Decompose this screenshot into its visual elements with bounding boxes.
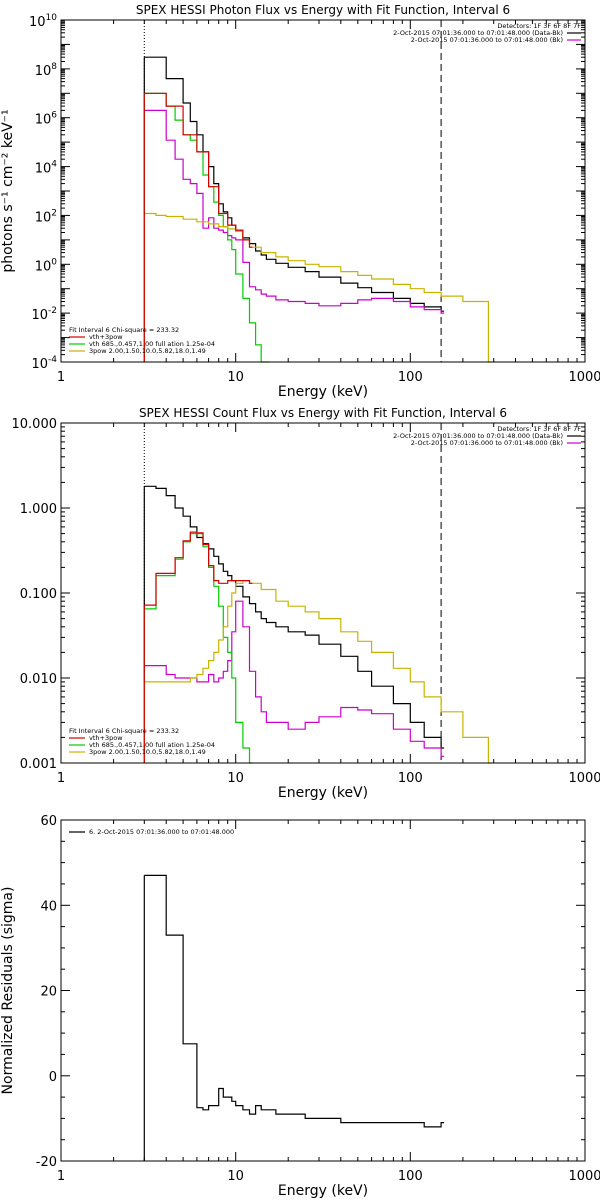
y-tick-exponent: -4 — [48, 355, 57, 365]
y-tick-base: 10 — [35, 64, 52, 79]
y-axis-label: Normalized Residuals (sigma) — [0, 887, 16, 1095]
y-tick-label: -20 — [36, 1155, 57, 1170]
x-tick-label: 1000 — [568, 1169, 600, 1184]
x-tick-label: 100 — [398, 370, 423, 385]
x-tick-label: 100 — [398, 1169, 423, 1184]
series-spectrum-2 — [144, 601, 444, 756]
series-group — [144, 57, 491, 362]
y-tick-label: 60 — [40, 814, 57, 829]
y-axis-ticks: -20 0 20 40 60 — [36, 814, 585, 1170]
y-tick-base: 10 — [35, 210, 52, 225]
y-tick-exponent: 4 — [51, 160, 57, 170]
series-3pow — [144, 581, 491, 763]
x-tick-label: 1 — [57, 370, 65, 385]
x-axis-label: Energy (keV) — [278, 384, 368, 400]
y-tick-label: 104 — [35, 160, 58, 177]
plot-frame — [61, 820, 585, 1161]
y-tick-label: 10-4 — [31, 355, 57, 372]
x-tick-label: 10 — [227, 771, 244, 786]
y-tick-label: 1.000 — [20, 502, 57, 517]
x-axis-label: Energy (keV) — [278, 1183, 368, 1199]
y-tick-label: 20 — [40, 985, 57, 1000]
y-tick-label: 10.000 — [12, 417, 58, 432]
x-axis-label: Energy (keV) — [278, 785, 368, 801]
series-vth-3pow — [144, 93, 252, 247]
y-tick-exponent: 10 — [46, 13, 58, 23]
chart-title: SPEX HESSI Photon Flux vs Energy with Fi… — [136, 3, 510, 17]
series-spectrum-1 — [144, 486, 444, 748]
x-tick-label: 1 — [57, 771, 65, 786]
x-tick-label: 10 — [227, 370, 244, 385]
chart-panel-2: SPEX HESSI Count Flux vs Energy with Fit… — [12, 406, 600, 801]
x-tick-label: 10 — [227, 1169, 244, 1184]
chart-title: SPEX HESSI Count Flux vs Energy with Fit… — [139, 406, 507, 420]
legend-entry-label: 3pow 2.00,1.50,10.0,5.82,18.0,1.49 — [89, 748, 206, 756]
x-tick-label: 100 — [398, 771, 423, 786]
y-tick-label: 10-2 — [31, 306, 57, 323]
plot-frame — [61, 423, 585, 763]
y-tick-label: 0 — [49, 1070, 57, 1085]
y-tick-label: 0.001 — [20, 757, 57, 772]
y-tick-base: 10 — [31, 357, 48, 372]
y-tick-label: 0.010 — [20, 672, 57, 687]
x-tick-label: 1 — [57, 1169, 65, 1184]
y-tick-label: 108 — [35, 62, 58, 79]
y-tick-label: 102 — [35, 208, 57, 225]
legend: Fit Interval 6 Chi-square = 233.32vth+3p… — [69, 727, 215, 756]
x-tick-label: 1000 — [568, 771, 600, 786]
series-group — [144, 875, 444, 1161]
header-line-2: 2-Oct-2015 07:01:36.000 to 07:01:48.000 … — [411, 439, 563, 447]
y-tick-label: 100 — [35, 257, 58, 274]
y-tick-base: 10 — [35, 162, 52, 177]
plot-frame — [61, 20, 585, 362]
legend: Fit Interval 6 Chi-square = 233.32vth+3p… — [69, 326, 215, 355]
legend-entry-label: 6. 2-Oct-2015 07:01:36.000 to 07:01:48.0… — [89, 828, 234, 836]
y-tick-exponent: 6 — [51, 111, 57, 121]
legend-entry-label: 3pow 2.00,1.50,10.0,5.82,18.0,1.49 — [89, 347, 206, 355]
y-tick-base: 10 — [29, 15, 46, 30]
y-tick-base: 10 — [35, 113, 52, 128]
chart-panel-1: SPEX HESSI Photon Flux vs Energy with Fi… — [0, 3, 600, 400]
series-spectrum-2 — [144, 110, 444, 313]
x-axis-ticks: 1 10 100 1000 — [57, 820, 600, 1184]
y-axis-label: photons s⁻¹ cm⁻² keV⁻¹ — [0, 109, 16, 272]
series-spectrum-1 — [144, 875, 444, 1127]
series-group — [144, 486, 491, 763]
legend: 6. 2-Oct-2015 07:01:36.000 to 07:01:48.0… — [69, 828, 234, 836]
legend-title: Fit Interval 6 Chi-square = 233.32 — [69, 727, 179, 735]
y-tick-base: 10 — [31, 308, 48, 323]
y-tick-exponent: -2 — [48, 306, 57, 316]
y-tick-label: 106 — [35, 111, 58, 128]
legend-title: Fit Interval 6 Chi-square = 233.32 — [69, 326, 179, 334]
y-tick-label: 0.100 — [20, 587, 57, 602]
y-tick-exponent: 8 — [51, 62, 57, 72]
x-tick-label: 1000 — [568, 370, 600, 385]
y-tick-exponent: 2 — [51, 208, 57, 218]
header-line-2: 2-Oct-2015 07:01:36.000 to 07:01:48.000 … — [411, 36, 563, 44]
y-tick-label: 1010 — [29, 13, 57, 30]
series-vth-3pow — [144, 532, 252, 605]
y-axis-ticks: 0.001 0.010 0.100 1.000 10.000 — [12, 417, 586, 772]
series-spectrum-1 — [144, 57, 444, 311]
y-tick-label: 40 — [40, 899, 57, 914]
y-tick-exponent: 0 — [51, 257, 57, 267]
chart-panel-3: 1 10 100 1000 Energy (keV) -20 0 20 40 60 Normaliz… — [0, 814, 600, 1199]
y-tick-base: 10 — [35, 259, 52, 274]
